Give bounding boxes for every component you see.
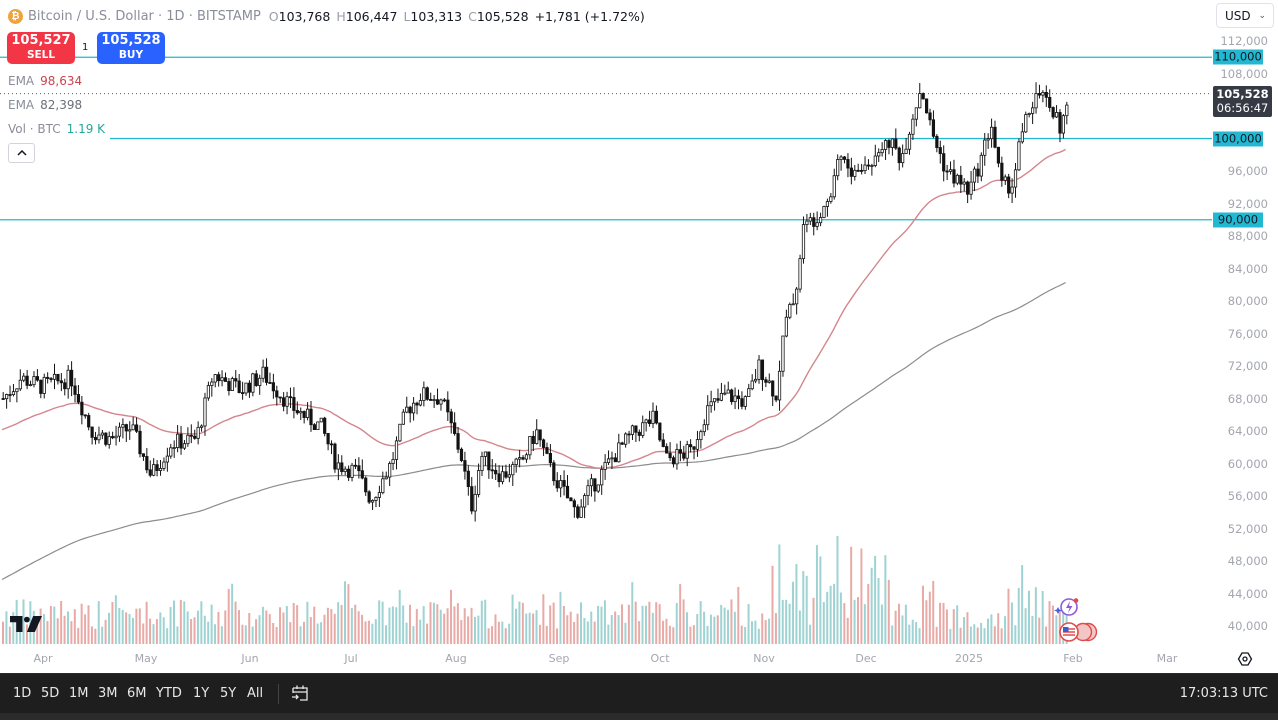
currency-select[interactable]: USD ⌄ [1216,3,1274,28]
range-button-ytd[interactable]: YTD [156,686,182,701]
indicator-value: 98,634 [40,74,83,88]
high-value: 106,447 [345,8,398,24]
price-tick: 56,000 [1227,489,1268,503]
symbol-legend: ₿ Bitcoin / U.S. Dollar · 1D · BITSTAMP … [8,7,645,25]
time-tick: Nov [753,652,775,665]
ema-slow-line [1,281,1066,581]
time-tick: Mar [1156,652,1178,665]
candles [1,82,1069,522]
range-button-5d[interactable]: 5D [41,686,60,701]
price-tick: 72,000 [1227,359,1268,373]
close-value: 105,528 [476,8,529,24]
currency-value: USD [1225,8,1251,23]
price-tick: 76,000 [1227,326,1268,341]
indicator-value: 1.19 K [66,122,106,136]
time-tick: Dec [855,652,877,665]
level-price-label: 90,000 [1213,212,1263,228]
price-tick: 64,000 [1227,424,1268,438]
buy-button[interactable]: 105,528 BUY [97,32,165,64]
price-tick: 84,000 [1227,261,1268,276]
bottom-strip [0,713,1278,720]
price-chart[interactable] [0,0,1278,672]
range-button-6m[interactable]: 6M [127,686,147,701]
change-value: +1,781 (+1.72%) [534,8,645,24]
indicator-volume[interactable]: Vol · BTC 1.19 K [8,122,105,136]
buy-label: BUY [118,49,144,61]
price-tick: 48,000 [1227,554,1268,568]
indicator-name: EMA [8,98,35,112]
level-price-label: 100,000 [1213,131,1263,146]
price-tick: 80,000 [1227,294,1268,308]
chevron-up-icon [16,150,27,156]
range-button-all[interactable]: All [247,686,264,701]
range-button-3m[interactable]: 3M [98,686,118,701]
settings-icon[interactable] [1237,651,1253,667]
chevron-down-icon: ⌄ [1258,11,1266,21]
low-value: 103,313 [410,8,463,24]
indicator-value: 82,398 [40,98,83,112]
bitcoin-icon: ₿ [8,8,23,24]
price-tick: 92,000 [1227,196,1268,211]
bottom-toolbar: 1D 5D 1M 3M 6M YTD 1Y 5Y All 17:03:13 UTC [0,673,1278,714]
date-range-icon[interactable] [290,683,310,703]
level-price-label: 110,000 [1213,49,1263,65]
price-tick: 112,000 [1220,34,1268,48]
range-button-1m[interactable]: 1M [69,686,89,701]
flash-icon [1054,598,1079,616]
price-tick: 40,000 [1227,619,1268,633]
time-tick: Jul [344,652,358,665]
indicator-ema-slow[interactable]: EMA 82,398 [8,98,82,112]
price-tick: 96,000 [1227,164,1268,178]
ohlc-values: O103,768 H106,447 L103,313 C105,528 +1,7… [269,9,645,24]
time-tick: Aug [445,652,467,665]
price-tick: 52,000 [1227,521,1268,536]
close-label: C [468,8,477,24]
range-button-1y[interactable]: 1Y [193,686,210,701]
symbol-title[interactable]: Bitcoin / U.S. Dollar · 1D · BITSTAMP [28,8,261,24]
ema-fast-line [1,148,1066,469]
time-tick: Jun [241,652,259,665]
price-tick: 60,000 [1227,456,1268,471]
time-tick: Feb [1063,652,1083,665]
toolbar-divider [278,684,279,704]
price-tick: 108,000 [1220,66,1268,81]
collapse-legend-button[interactable] [8,143,35,163]
price-tick: 88,000 [1227,229,1268,243]
last-price-label: 105,528 06:56:47 [1213,86,1272,117]
range-button-5y[interactable]: 5Y [220,686,237,701]
range-button-1d[interactable]: 1D [13,686,32,701]
sell-label: SELL [26,49,56,61]
indicator-name: EMA [8,74,35,88]
indicator-ema-fast[interactable]: EMA 98,634 [8,74,82,88]
price-tick: 44,000 [1227,586,1268,601]
floating-widget-icons[interactable] [1052,596,1102,642]
tradingview-logo[interactable] [10,615,42,633]
time-tick: Oct [650,652,670,665]
last-price-value: 105,528 [1216,87,1269,101]
price-tick: 68,000 [1227,391,1268,406]
indicator-name: Vol · BTC [8,122,61,136]
utc-clock[interactable]: 17:03:13 UTC [1179,686,1268,701]
low-label: L [403,8,411,24]
sell-price: 105,527 [11,33,71,48]
open-value: 103,768 [278,8,331,24]
horizontal-levels [0,56,1212,221]
time-tick: May [134,652,158,665]
spread-value: 1 [82,42,89,53]
volume-bars [2,536,1068,644]
open-label: O [268,8,279,24]
sell-button[interactable]: 105,527 SELL [7,32,75,64]
bar-countdown: 06:56:47 [1216,101,1269,115]
time-tick: Sep [548,652,570,665]
high-label: H [336,8,346,24]
us-flag-icon [1059,622,1098,642]
time-tick: Apr [33,652,53,665]
buy-price: 105,528 [101,33,161,48]
time-tick: 2025 [955,652,983,665]
